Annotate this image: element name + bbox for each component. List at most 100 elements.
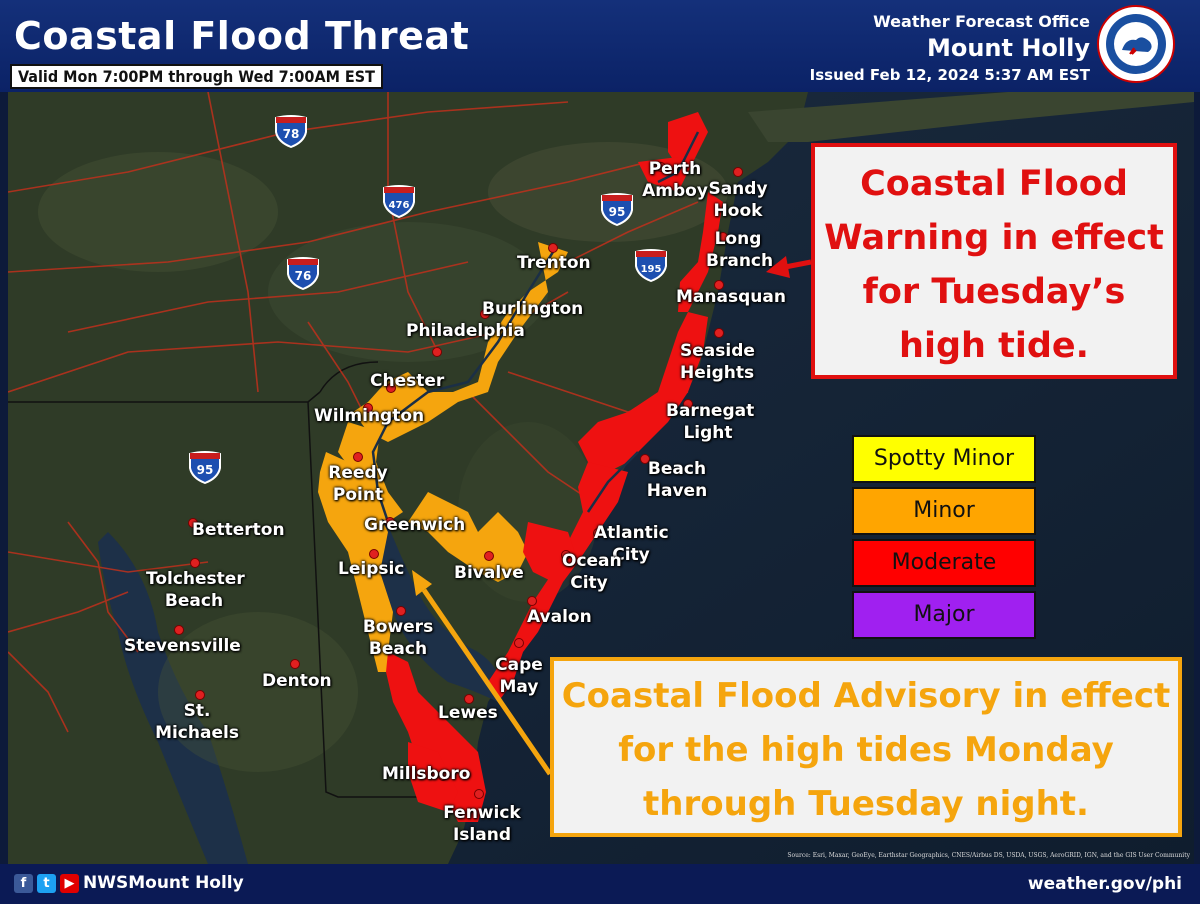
city-dot <box>363 403 373 413</box>
city-label-seaside-heights: Seaside Heights <box>680 341 755 383</box>
interstate-95-north-icon: 95 <box>601 193 633 226</box>
valid-period: Valid Mon 7:00PM through Wed 7:00AM EST <box>10 64 383 89</box>
city-dot <box>714 280 724 290</box>
city-label-betterton: Betterton <box>192 520 285 540</box>
legend-major: Major <box>852 591 1036 639</box>
city-label-fenwick-island: Fenwick Island <box>443 803 521 845</box>
city-dot <box>174 625 184 635</box>
nws-logo-icon <box>1097 5 1175 83</box>
city-label-beach-haven: Beach Haven <box>646 459 708 501</box>
warning-line-3: for Tuesday’s <box>862 272 1126 312</box>
minor-flood-zones <box>318 242 568 672</box>
city-dot <box>432 347 442 357</box>
interstate-78-icon: 78 <box>275 115 307 148</box>
city-dot <box>718 232 728 242</box>
city-dot <box>514 638 524 648</box>
city-label-lewes: Lewes <box>438 703 498 723</box>
city-label-perth-amboy: Perth Amboy <box>642 159 708 201</box>
legend-minor: Minor <box>852 487 1036 535</box>
city-label-greenwich: Greenwich <box>364 515 466 535</box>
city-dot <box>385 517 395 527</box>
city-dot <box>386 383 396 393</box>
city-dot <box>195 690 205 700</box>
city-label-cape-may: Cape May <box>495 655 543 697</box>
interstate-195-icon: 195 <box>635 249 667 282</box>
city-label-burlington: Burlington <box>482 299 584 319</box>
shield-95-south-label: 95 <box>197 463 214 477</box>
city-dot <box>561 550 571 560</box>
legend-spotty-minor: Spotty Minor <box>852 435 1036 483</box>
city-label-st-michaels: St. Michaels <box>155 701 239 743</box>
city-label-bivalve: Bivalve <box>454 563 524 583</box>
twitter-icon[interactable]: t <box>37 873 56 893</box>
advisory-arrow-line <box>421 588 553 776</box>
city-dot <box>438 771 448 781</box>
city-dot <box>656 162 666 172</box>
map-source-credit: Source: Esri, Maxar, GeoEye, Earthstar G… <box>787 852 1190 859</box>
city-label-bowers-beach: Bowers Beach <box>362 617 434 659</box>
city-dot <box>290 659 300 669</box>
advisory-arrow-head <box>412 570 432 596</box>
social-handle: NWSMount Holly <box>83 873 244 893</box>
city-label-tolchester-beach: Tolchester Beach <box>146 569 245 611</box>
city-label-chester: Chester <box>370 371 445 391</box>
land-mass <box>8 92 808 864</box>
city-label-denton: Denton <box>262 671 332 691</box>
city-label-avalon: Avalon <box>527 607 592 627</box>
advisory-callout: Coastal Flood Advisory in effect for the… <box>550 657 1182 837</box>
city-label-stevensville: Stevensville <box>124 636 241 656</box>
warning-line-1: Coastal Flood <box>860 164 1128 204</box>
youtube-icon[interactable]: ▶ <box>60 873 79 893</box>
warning-line-4: high tide. <box>899 326 1089 366</box>
city-dot <box>484 551 494 561</box>
city-dot <box>188 518 198 528</box>
office-label: Weather Forecast Office <box>873 12 1090 31</box>
warning-callout: Coastal Flood Warning in effect for Tues… <box>811 143 1177 379</box>
issued-time: Issued Feb 12, 2024 5:37 AM EST <box>809 66 1090 84</box>
city-label-long-branch: Long Branch <box>706 229 774 271</box>
city-label-leipsic: Leipsic <box>338 559 405 579</box>
shield-78-label: 78 <box>283 127 300 141</box>
city-dot <box>714 328 724 338</box>
advisory-line-2: for the high tides Monday <box>618 730 1114 770</box>
long-island <box>748 92 1194 142</box>
city-label-reedy-point: Reedy Point <box>328 463 388 505</box>
website-link[interactable]: weather.gov/phi <box>1027 874 1182 894</box>
rivers <box>371 131 700 523</box>
city-dot <box>464 694 474 704</box>
shield-195-label: 195 <box>641 264 662 275</box>
city-dot <box>190 558 200 568</box>
warning-arrow-head <box>766 256 790 278</box>
interstate-476-icon: 476 <box>383 185 415 218</box>
city-dot <box>733 167 743 177</box>
page-title: Coastal Flood Threat <box>14 14 470 58</box>
city-label-wilmington: Wilmington <box>314 406 425 426</box>
city-dot <box>527 596 537 606</box>
legend: Spotty Minor Minor Moderate Major <box>852 435 1036 643</box>
city-label-millsboro: Millsboro <box>382 764 471 784</box>
interstate-95-south-icon: 95 <box>189 451 221 484</box>
chesapeake-bay <box>98 532 248 864</box>
city-label-atlantic-city: Atlantic City <box>594 523 669 565</box>
city-dot <box>369 549 379 559</box>
city-dot <box>480 309 490 319</box>
shield-476-label: 476 <box>389 200 410 211</box>
city-label-barnegat-light: Barnegat Light <box>666 401 755 443</box>
city-dot <box>474 789 484 799</box>
city-label-manasquan: Manasquan <box>676 287 786 307</box>
footer-bar <box>0 864 1200 904</box>
social-links: f t ▶ NWSMount Holly <box>14 873 244 893</box>
facebook-icon[interactable]: f <box>14 873 33 893</box>
shield-95-north-label: 95 <box>609 205 626 219</box>
legend-moderate: Moderate <box>852 539 1036 587</box>
city-dot <box>353 452 363 462</box>
interstate-76-icon: 76 <box>287 257 319 290</box>
state-boundaries <box>8 361 448 798</box>
office-name: Mount Holly <box>926 34 1090 62</box>
city-dot <box>396 606 406 616</box>
city-dot <box>548 243 558 253</box>
advisory-line-3: through Tuesday night. <box>643 784 1089 824</box>
city-dot <box>593 528 603 538</box>
